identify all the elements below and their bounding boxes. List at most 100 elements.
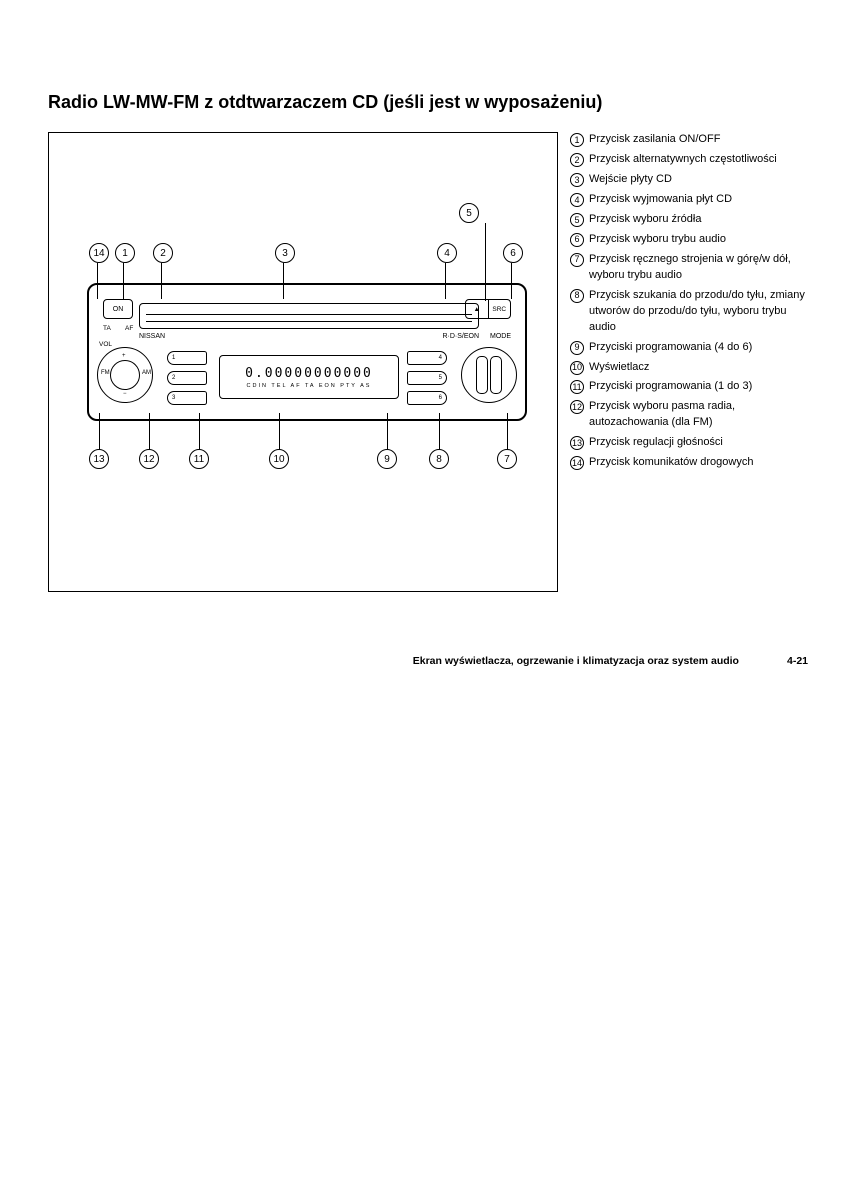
preset-4: 4 bbox=[407, 351, 447, 365]
callout-5: 5 bbox=[459, 203, 479, 223]
callout-6: 6 bbox=[503, 243, 523, 263]
legend-marker: 4 bbox=[570, 193, 584, 207]
legend-marker: 7 bbox=[570, 253, 584, 267]
legend-item: 7 Przycisk ręcznego strojenia w górę/w dó… bbox=[570, 252, 808, 284]
callout-1: 1 bbox=[115, 243, 135, 263]
legend-marker: 9 bbox=[570, 341, 584, 355]
legend-text: Przycisk wyboru źródła bbox=[589, 212, 808, 228]
legend-text: Wejście płyty CD bbox=[589, 172, 808, 188]
display-sublabels: CDIN TEL AF TA EON PTY AS bbox=[247, 383, 372, 389]
display-digits: 0.00000000000 bbox=[245, 366, 373, 381]
radio-faceplate: ON TA AF VOL MODE NISSAN R·D·S/EON ▲ SRC… bbox=[87, 283, 527, 421]
legend-marker: 8 bbox=[570, 289, 584, 303]
callout-lead bbox=[99, 413, 100, 449]
legend-marker: 5 bbox=[570, 213, 584, 227]
legend-marker: 1 bbox=[570, 133, 584, 147]
callout-lead bbox=[149, 413, 150, 449]
mode-label: MODE bbox=[490, 333, 511, 340]
footer-section-title: Ekran wyświetlacza, ogrzewanie i klimaty… bbox=[413, 655, 739, 667]
legend-item: 8 Przycisk szukania do przodu/do tyłu, zm… bbox=[570, 288, 808, 336]
callout-10: 10 bbox=[269, 449, 289, 469]
legend-marker: 13 bbox=[570, 436, 584, 450]
legend-text: Przycisk alternatywnych częstotliwości bbox=[589, 152, 808, 168]
callout-lead bbox=[387, 413, 388, 449]
callout-lead bbox=[161, 263, 162, 299]
legend-marker: 2 bbox=[570, 153, 584, 167]
rds-label: R·D·S/EON bbox=[442, 333, 479, 340]
fm-label: FM bbox=[101, 370, 110, 376]
callout-lead bbox=[199, 413, 200, 449]
legend-item: 5 Przycisk wyboru źródła bbox=[570, 212, 808, 228]
callout-lead bbox=[279, 413, 280, 449]
callout-3: 3 bbox=[275, 243, 295, 263]
brand-label: NISSAN bbox=[139, 333, 165, 340]
legend-text: Przycisk szukania do przodu/do tyłu, zmi… bbox=[589, 288, 808, 336]
callout-lead bbox=[445, 263, 446, 299]
legend-marker: 14 bbox=[570, 456, 584, 470]
legend-marker: 3 bbox=[570, 173, 584, 187]
legend-item: 12 Przycisk wyboru pasma radia, autozacho… bbox=[570, 399, 808, 431]
legend-item: 11 Przyciski programowania (1 do 3) bbox=[570, 379, 808, 395]
legend-list: 1 Przycisk zasilania ON/OFF 2 Przycisk alte… bbox=[570, 132, 808, 592]
legend-text: Przyciski programowania (4 do 6) bbox=[589, 340, 808, 356]
lcd-display: 0.00000000000 CDIN TEL AF TA EON PTY AS bbox=[219, 355, 399, 399]
callout-12: 12 bbox=[139, 449, 159, 469]
legend-item: 2 Przycisk alternatywnych częstotliwości bbox=[570, 152, 808, 168]
legend-marker: 11 bbox=[570, 380, 584, 394]
preset-6: 6 bbox=[407, 391, 447, 405]
src-label: SRC bbox=[489, 300, 511, 318]
ta-label: TA bbox=[103, 325, 111, 332]
legend-text: Przycisk ręcznego strojenia w górę/w dół… bbox=[589, 252, 808, 284]
callout-8: 8 bbox=[429, 449, 449, 469]
legend-text: Przycisk komunikatów drogowych bbox=[589, 455, 808, 471]
legend-item: 1 Przycisk zasilania ON/OFF bbox=[570, 132, 808, 148]
preset-1: 1 bbox=[167, 351, 207, 365]
page-number: 4-21 bbox=[787, 655, 808, 667]
callout-lead bbox=[283, 263, 284, 299]
legend-text: Przycisk wyjmowania płyt CD bbox=[589, 192, 808, 208]
callout-11: 11 bbox=[189, 449, 209, 469]
eject-src-button: ▲ SRC bbox=[465, 299, 511, 319]
legend-text: Przycisk wyboru trybu audio bbox=[589, 232, 808, 248]
callout-lead bbox=[485, 223, 486, 301]
legend-item: 13 Przycisk regulacji głośności bbox=[570, 435, 808, 451]
legend-item: 9 Przyciski programowania (4 do 6) bbox=[570, 340, 808, 356]
callout-lead bbox=[123, 263, 124, 299]
callout-lead bbox=[439, 413, 440, 449]
preset-2: 2 bbox=[167, 371, 207, 385]
af-label: AF bbox=[125, 325, 133, 332]
legend-marker: 10 bbox=[570, 361, 584, 375]
volume-band-knob: FM AM + − bbox=[97, 347, 153, 403]
callout-9: 9 bbox=[377, 449, 397, 469]
tuning-knob bbox=[461, 347, 517, 403]
legend-marker: 6 bbox=[570, 233, 584, 247]
legend-text: Przycisk wyboru pasma radia, autozachowa… bbox=[589, 399, 808, 431]
legend-text: Wyświetlacz bbox=[589, 360, 808, 376]
page-title: Radio LW-MW-FM z otdtwarzaczem CD (jeśli… bbox=[48, 90, 808, 114]
radio-diagram: ON TA AF VOL MODE NISSAN R·D·S/EON ▲ SRC… bbox=[48, 132, 558, 592]
preset-buttons-right: 4 5 6 bbox=[407, 351, 447, 405]
on-button: ON bbox=[103, 299, 133, 319]
callout-2: 2 bbox=[153, 243, 173, 263]
legend-text: Przyciski programowania (1 do 3) bbox=[589, 379, 808, 395]
legend-item: 10 Wyświetlacz bbox=[570, 360, 808, 376]
callout-4: 4 bbox=[437, 243, 457, 263]
preset-3: 3 bbox=[167, 391, 207, 405]
legend-item: 6 Przycisk wyboru trybu audio bbox=[570, 232, 808, 248]
callout-7: 7 bbox=[497, 449, 517, 469]
legend-text: Przycisk regulacji głośności bbox=[589, 435, 808, 451]
callout-lead bbox=[507, 413, 508, 449]
eject-icon: ▲ bbox=[466, 300, 489, 318]
legend-marker: 12 bbox=[570, 400, 584, 414]
am-label: AM bbox=[142, 370, 151, 376]
preset-buttons-left: 1 2 3 bbox=[167, 351, 207, 405]
callout-lead bbox=[511, 263, 512, 299]
cd-slot bbox=[139, 303, 479, 329]
legend-item: 14 Przycisk komunikatów drogowych bbox=[570, 455, 808, 471]
callout-14: 14 bbox=[89, 243, 109, 263]
callout-lead bbox=[97, 263, 98, 299]
callout-13: 13 bbox=[89, 449, 109, 469]
legend-item: 4 Przycisk wyjmowania płyt CD bbox=[570, 192, 808, 208]
legend-text: Przycisk zasilania ON/OFF bbox=[589, 132, 808, 148]
preset-5: 5 bbox=[407, 371, 447, 385]
